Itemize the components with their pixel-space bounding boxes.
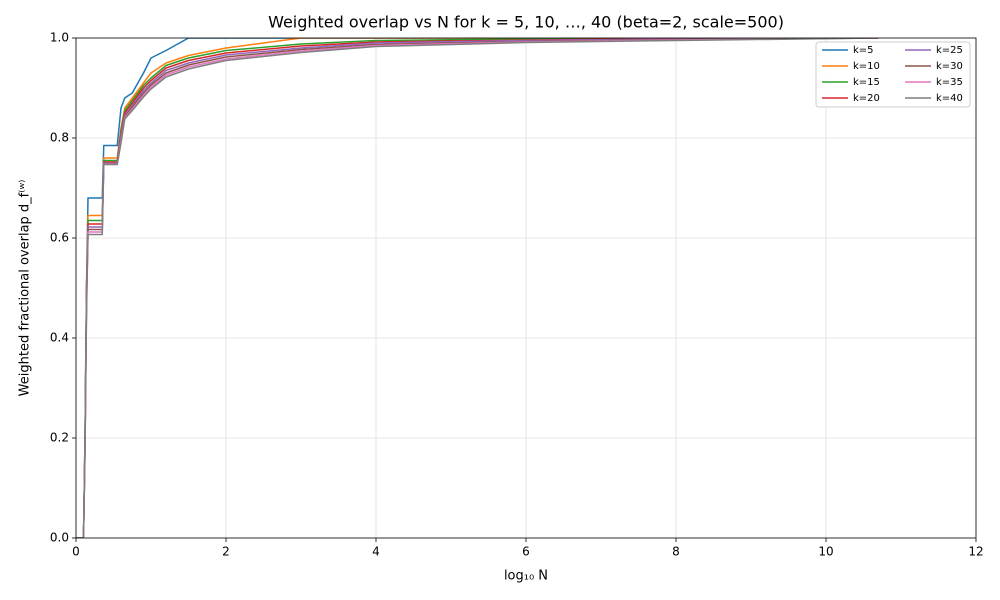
y-tick-label: 0.6 [50,231,69,245]
chart-title: Weighted overlap vs N for k = 5, 10, …, … [268,13,784,32]
y-tick-label: 0.8 [50,131,69,145]
y-tick-label: 0.4 [50,331,69,345]
x-tick-label: 0 [72,545,80,559]
legend-label: k=40 [936,93,963,104]
legend-label: k=20 [853,93,880,104]
legend-label: k=10 [853,61,880,72]
y-tick-label: 0.0 [50,531,69,545]
legend-box [815,41,971,108]
series-line [76,38,879,538]
x-tick-label: 8 [672,545,680,559]
x-tick-label: 6 [522,545,530,559]
y-tick-label: 0.2 [50,431,69,445]
x-axis-label: log₁₀ N [504,569,548,584]
legend-label: k=25 [936,45,963,56]
x-tick-label: 4 [372,545,380,559]
legend: k=5 k=10 k=15 k=20 k=25 k=30 k=35 k=40 [815,41,971,108]
x-tick-label: 2 [222,545,230,559]
x-tick-label: 12 [968,545,983,559]
plot-area [76,38,879,538]
legend-label: k=30 [936,61,963,72]
legend-label: k=15 [853,77,880,88]
legend-label: k=5 [853,45,874,56]
y-tick-label: 1.0 [50,31,69,45]
legend-label: k=35 [936,77,963,88]
x-tick-label: 10 [818,545,833,559]
y-axis-label: Weighted fractional overlap d_f⁽ʷ⁾ [18,180,33,397]
